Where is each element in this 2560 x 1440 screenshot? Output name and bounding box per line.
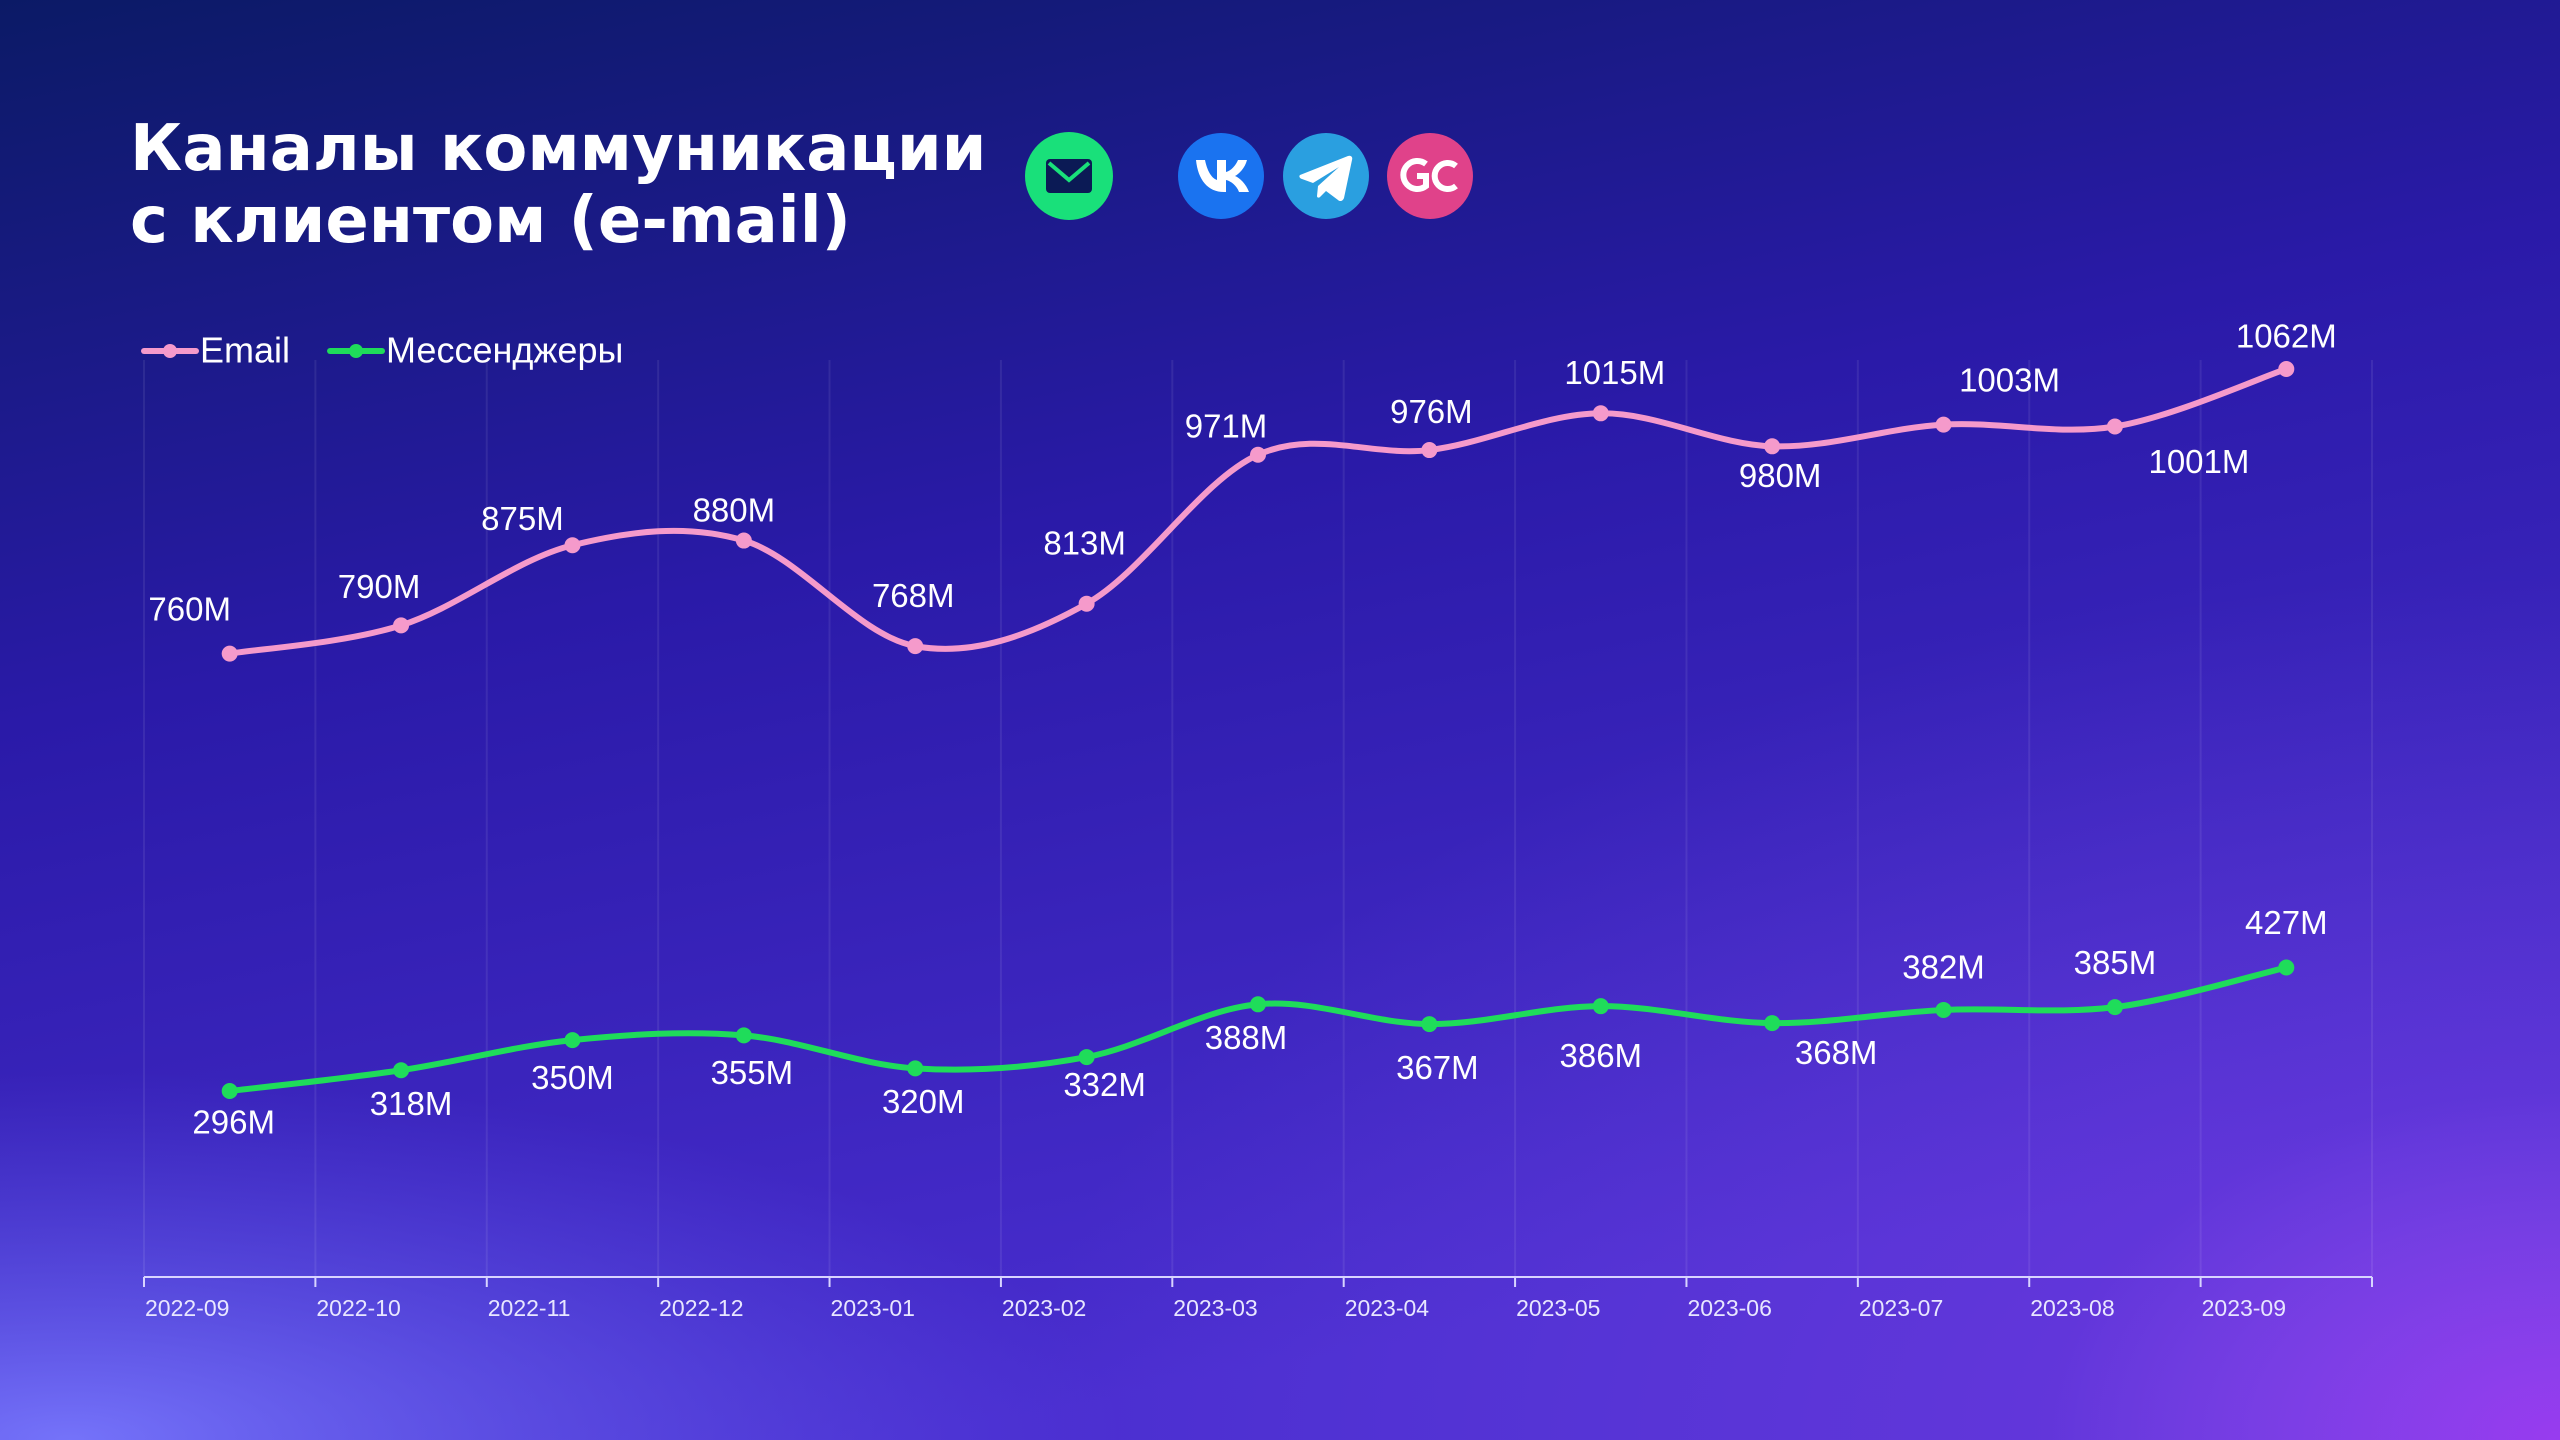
data-label: 355M xyxy=(711,1054,794,1091)
data-point xyxy=(1250,996,1266,1013)
data-label: 813M xyxy=(1043,524,1126,561)
x-tick-label: 2023-06 xyxy=(1687,1295,1771,1321)
data-label: 1001M xyxy=(2148,443,2249,480)
x-tick-label: 2022-10 xyxy=(316,1295,400,1321)
email-icon-flap xyxy=(1047,161,1091,183)
data-point xyxy=(2106,418,2123,435)
x-tick-label: 2023-02 xyxy=(1002,1295,1086,1321)
legend-item: Email xyxy=(141,330,290,371)
legend-label: Email xyxy=(200,330,290,371)
x-tick-label: 2022-09 xyxy=(145,1295,229,1321)
data-point xyxy=(1250,446,1266,463)
data-label: 880M xyxy=(693,491,776,528)
data-label: 367M xyxy=(1396,1049,1479,1086)
data-label: 790M xyxy=(338,568,421,605)
data-point xyxy=(564,1032,581,1049)
data-label: 768M xyxy=(872,577,955,614)
x-tick-label: 2022-11 xyxy=(488,1295,571,1321)
x-tick-label: 2022-12 xyxy=(659,1295,743,1321)
x-tick-label: 2023-09 xyxy=(2202,1295,2286,1321)
data-point xyxy=(2278,959,2295,976)
telegram-icon-glyph xyxy=(1299,155,1353,202)
data-label: 980M xyxy=(1739,457,1822,494)
data-point xyxy=(1764,1015,1781,1032)
data-label: 296M xyxy=(192,1104,275,1141)
data-point xyxy=(1421,442,1438,459)
data-label: 388M xyxy=(1205,1019,1288,1056)
telegram-icon xyxy=(1283,133,1369,219)
data-point xyxy=(393,1062,410,1079)
title-line: с клиентом (e-mail) xyxy=(130,184,851,258)
data-label: 318M xyxy=(370,1085,453,1122)
email-icon-envelope xyxy=(1046,159,1092,193)
data-point xyxy=(735,532,752,549)
data-point xyxy=(907,638,924,655)
data-label: 875M xyxy=(481,500,564,537)
data-point xyxy=(1421,1016,1438,1033)
gc-icon xyxy=(1387,133,1473,219)
data-label: 971M xyxy=(1185,407,1268,444)
data-point xyxy=(1078,1049,1095,1066)
data-point xyxy=(1592,405,1609,422)
legend-item: Мессенджеры xyxy=(327,330,623,371)
data-point xyxy=(735,1027,752,1044)
data-point xyxy=(221,645,238,662)
legend-dot xyxy=(163,344,177,358)
title-line: Каналы коммуникации xyxy=(130,112,987,186)
channel-icons xyxy=(1025,132,1473,220)
data-point xyxy=(1764,438,1781,455)
x-tick-label: 2023-04 xyxy=(1345,1295,1430,1321)
plot-area: 2022-09 2022-10 2022-11 2022-12 2023-01 2023-… xyxy=(141,318,2373,1321)
data-point xyxy=(564,537,581,554)
data-label: 760M xyxy=(148,590,231,627)
data-label: 332M xyxy=(1063,1066,1146,1103)
data-point xyxy=(393,617,410,634)
vk-icon-glyph xyxy=(1196,160,1249,192)
data-point xyxy=(1935,1001,1952,1018)
x-tick-label: 2023-05 xyxy=(1516,1295,1600,1321)
x-tick-label: 2023-07 xyxy=(1859,1295,1943,1321)
data-label: 386M xyxy=(1559,1037,1642,1074)
data-point xyxy=(2106,999,2123,1016)
x-tick-label: 2023-01 xyxy=(831,1295,915,1321)
data-label: 350M xyxy=(531,1059,614,1096)
data-label: 1015M xyxy=(1564,354,1665,391)
data-label: 1003M xyxy=(1959,361,2060,398)
data-point xyxy=(1592,998,1609,1015)
data-point xyxy=(1935,416,1952,433)
legend-label: Мессенджеры xyxy=(386,330,623,371)
legend-dot xyxy=(349,344,364,358)
gc-icon-glyph xyxy=(1431,160,1458,192)
data-label: 976M xyxy=(1390,393,1473,430)
data-point xyxy=(1078,595,1095,612)
data-point xyxy=(221,1083,238,1099)
data-label: 1062M xyxy=(2236,318,2337,355)
data-label: 382M xyxy=(1902,949,1985,986)
data-point xyxy=(907,1060,924,1077)
data-label: 427M xyxy=(2245,904,2328,941)
data-label: 368M xyxy=(1795,1034,1878,1071)
gc-icon-glyph xyxy=(1400,158,1429,192)
data-point xyxy=(2278,361,2295,377)
data-label: 320M xyxy=(882,1083,965,1120)
data-label: 385M xyxy=(2074,944,2157,981)
x-tick-label: 2023-03 xyxy=(1173,1295,1257,1321)
x-tick-label: 2023-08 xyxy=(2030,1295,2114,1321)
